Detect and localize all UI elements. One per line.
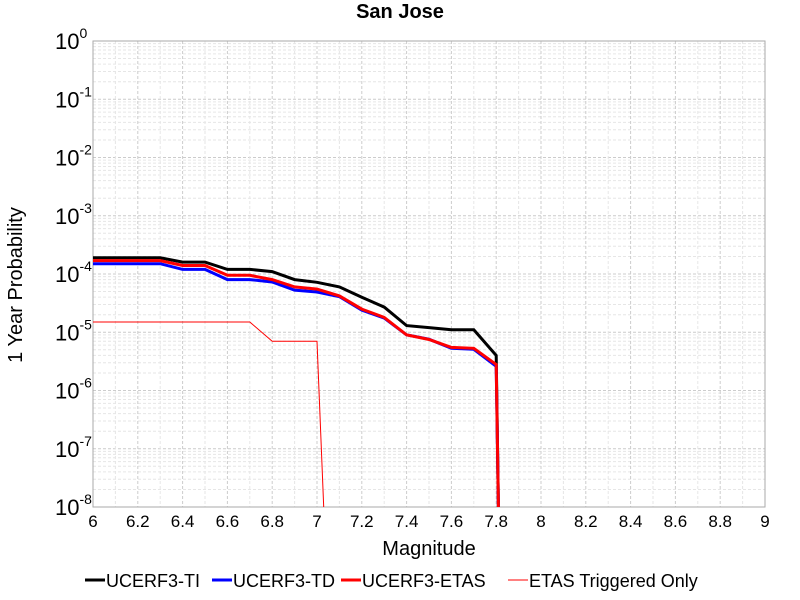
legend-label: UCERF3-TD [233,571,335,591]
y-tick-exponent: -8 [79,491,92,507]
series-line-ucerf3-ti [93,256,500,508]
x-axis-ticks: 6 6.2 6.4 6.6 6.8 7 7.2 7.4 7.6 7.8 8 8.2 8.4 8.6 8.8 9 [88,512,769,531]
x-tick-label: 8.6 [664,512,688,531]
x-tick-label: 6.6 [216,512,240,531]
y-tick-exponent: -2 [79,142,92,158]
series-lines [93,256,500,508]
y-tick-label: 100 [55,25,87,54]
y-tick-exponent: -5 [79,316,92,332]
y-axis-title: 1 Year Probability [5,207,27,363]
y-tick-exponent: -1 [79,83,92,99]
series-line-ucerf3-td [93,262,500,508]
legend-label: ETAS Triggered Only [529,571,698,591]
y-tick-base: 10 [55,379,79,404]
x-tick-label: 7 [312,512,321,531]
x-tick-label: 7.6 [440,512,464,531]
y-tick-label: 10-7 [55,433,92,462]
y-tick-exponent: -4 [79,258,92,274]
y-tick-base: 10 [55,437,79,462]
x-tick-label: 8.8 [708,512,732,531]
x-tick-label: 8 [536,512,545,531]
y-tick-exponent: -7 [79,433,92,449]
y-tick-base: 10 [55,495,79,520]
y-tick-exponent: 0 [79,25,87,41]
y-tick-base: 10 [55,87,79,112]
x-tick-label: 8.2 [574,512,598,531]
y-tick-label: 10-8 [55,491,92,520]
x-tick-label: 7.8 [484,512,508,531]
x-tick-label: 6.4 [171,512,195,531]
y-tick-base: 10 [55,262,79,287]
x-tick-label: 8.4 [619,512,643,531]
legend-label: UCERF3-TI [106,571,200,591]
y-tick-label: 10-2 [55,142,92,171]
grid [92,41,766,508]
y-tick-label: 10-3 [55,200,92,229]
x-tick-label: 6.8 [260,512,284,531]
y-tick-label: 10-6 [55,375,92,404]
x-axis-title: Magnitude [382,538,475,560]
y-tick-label: 10-5 [55,316,92,345]
y-tick-base: 10 [55,204,79,229]
y-tick-exponent: -6 [79,375,92,391]
x-tick-label: 7.2 [350,512,374,531]
y-tick-base: 10 [55,320,79,345]
x-tick-label: 6.2 [126,512,150,531]
legend-label: UCERF3-ETAS [362,571,486,591]
x-tick-label: 9 [760,512,769,531]
y-tick-base: 10 [55,146,79,171]
series-line-ucerf3-etas [93,259,500,508]
y-tick-label: 10-1 [55,83,92,112]
y-tick-exponent: -3 [79,200,92,216]
chart-title: San Jose [356,1,444,23]
y-tick-base: 10 [55,29,79,54]
y-tick-label: 10-4 [55,258,92,287]
x-tick-label: 7.4 [395,512,419,531]
plot-area-frame [92,40,766,508]
series-line-etas-triggered-only [93,321,325,508]
x-tick-label: 6 [88,512,97,531]
legend: UCERF3-TI UCERF3-TD UCERF3-ETAS ETAS Trigge… [85,571,698,591]
